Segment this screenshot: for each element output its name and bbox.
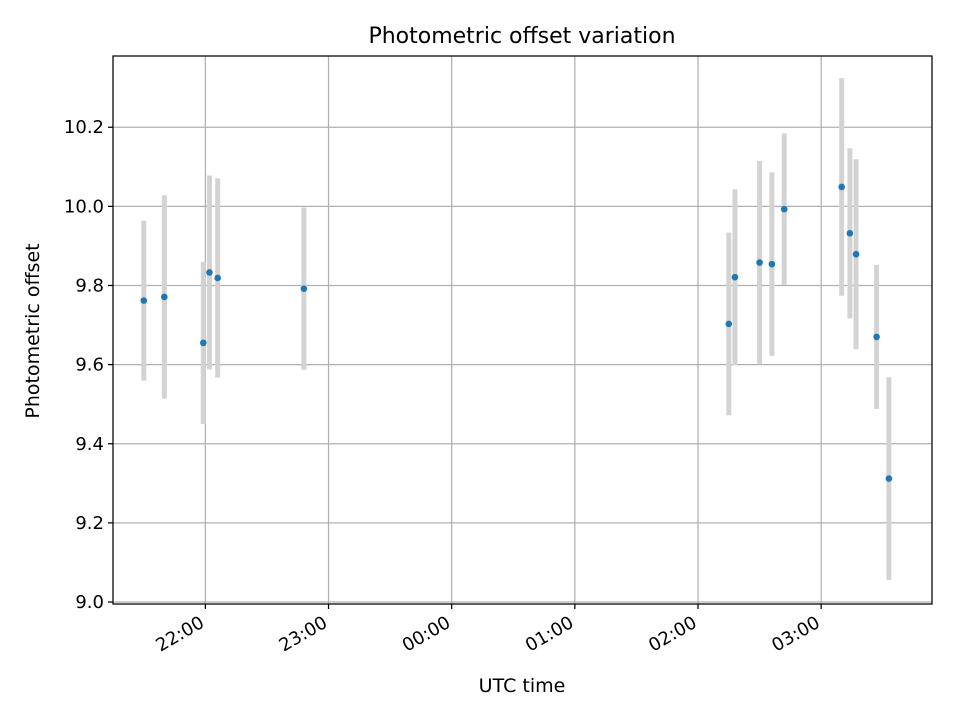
y-tick-label: 9.0 xyxy=(75,592,104,613)
data-point xyxy=(161,293,168,301)
data-point xyxy=(756,259,763,266)
data-point xyxy=(885,475,893,482)
data-point xyxy=(846,229,854,237)
x-tick-label: 22:00 xyxy=(152,612,207,656)
data-point xyxy=(725,320,733,328)
data-point xyxy=(780,205,788,213)
x-tick-label: 03:00 xyxy=(768,612,823,656)
x-tick-label: 23:00 xyxy=(276,612,331,656)
data-points xyxy=(140,183,893,482)
y-axis-label: Photometric offset xyxy=(22,243,44,418)
error-bars xyxy=(141,78,892,580)
x-axis-ticks: 22:00 23:00 00:00 01:00 02:00 03:00 xyxy=(152,604,824,656)
chart-title: Photometric offset variation xyxy=(368,24,675,49)
y-tick-label: 9.2 xyxy=(75,513,104,534)
grid xyxy=(113,56,932,604)
y-tick-label: 10.0 xyxy=(64,196,104,217)
x-axis-label: UTC time xyxy=(479,675,566,697)
data-point xyxy=(214,274,221,282)
plot-frame xyxy=(112,55,933,605)
data-point xyxy=(873,333,880,341)
data-point xyxy=(852,250,860,258)
data-point xyxy=(731,273,739,281)
y-tick-label: 9.4 xyxy=(75,434,104,455)
x-tick-label: 02:00 xyxy=(645,612,700,656)
data-point xyxy=(768,260,776,268)
x-tick-label: 00:00 xyxy=(399,612,454,656)
y-axis-ticks: 9.0 9.2 9.4 9.6 9.8 10.0 10.2 xyxy=(64,117,113,613)
y-tick-label: 9.8 xyxy=(75,275,104,296)
data-point xyxy=(206,269,213,276)
data-point xyxy=(838,183,845,191)
data-point xyxy=(300,285,308,292)
y-tick-label: 10.2 xyxy=(64,117,104,138)
y-tick-label: 9.6 xyxy=(75,355,104,376)
data-point xyxy=(140,297,148,304)
data-point xyxy=(200,339,207,347)
x-tick-label: 01:00 xyxy=(522,612,577,656)
